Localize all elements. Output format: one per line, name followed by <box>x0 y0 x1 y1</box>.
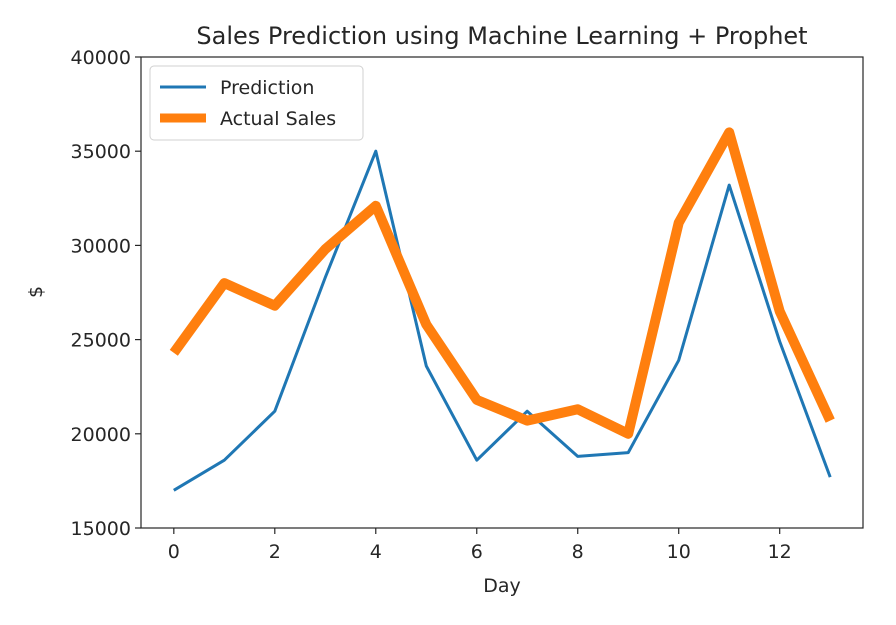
y-tick-label: 30000 <box>71 235 131 257</box>
legend: Prediction Actual Sales <box>149 65 364 141</box>
series-layer <box>169 127 835 492</box>
legend-label-actual-sales: Actual Sales <box>220 108 336 130</box>
x-axis-ticks: 0 2 4 6 8 10 12 <box>168 528 792 563</box>
legend-label-prediction: Prediction <box>220 77 314 99</box>
y-tick-label: 40000 <box>71 47 131 69</box>
x-tick-label: 12 <box>768 541 792 563</box>
series-line-prediction <box>173 149 832 492</box>
x-tick-label: 4 <box>370 541 382 563</box>
chart-title: Sales Prediction using Machine Learning … <box>196 22 807 50</box>
y-tick-label: 20000 <box>71 424 131 446</box>
x-tick-label: 10 <box>667 541 691 563</box>
x-tick-label: 0 <box>168 541 180 563</box>
y-tick-label: 35000 <box>71 141 131 163</box>
y-axis-ticks: 15000 20000 25000 30000 35000 40000 <box>71 47 141 540</box>
x-axis-label: Day <box>483 575 521 597</box>
x-tick-label: 2 <box>269 541 281 563</box>
x-tick-label: 6 <box>471 541 483 563</box>
x-tick-label: 8 <box>572 541 584 563</box>
y-axis-label: $ <box>25 286 47 298</box>
series-line-actual-sales <box>169 127 835 439</box>
plot-frame <box>140 56 864 529</box>
y-tick-label: 15000 <box>71 518 131 540</box>
y-tick-label: 25000 <box>71 330 131 352</box>
